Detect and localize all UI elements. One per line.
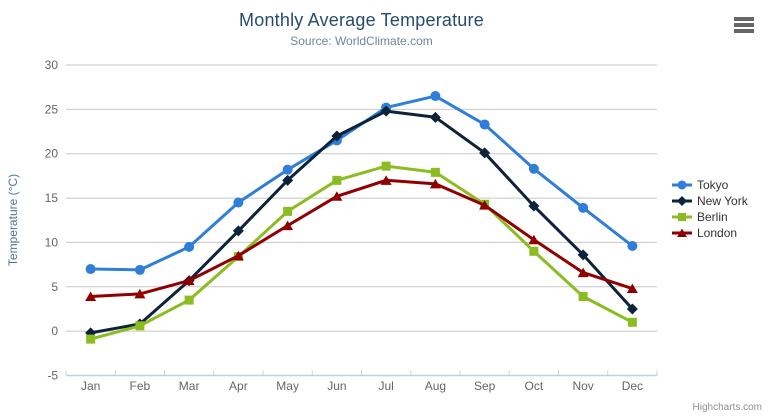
hamburger-menu-icon — [734, 17, 754, 33]
credits-link[interactable]: Highcharts.com — [692, 402, 762, 413]
data-point-london[interactable] — [134, 288, 146, 299]
data-point-new-york[interactable] — [429, 111, 441, 123]
data-point-berlin[interactable] — [627, 317, 637, 327]
data-point-berlin[interactable] — [578, 292, 588, 302]
y-axis-tick-label: -5 — [47, 369, 58, 383]
data-point-berlin[interactable] — [283, 206, 293, 216]
data-point-new-york[interactable] — [282, 174, 294, 186]
legend-item-tokyo[interactable]: Tokyo — [672, 177, 748, 193]
data-point-berlin[interactable] — [529, 246, 539, 256]
data-point-london[interactable] — [626, 283, 638, 294]
x-axis-tick-label: Jan — [81, 379, 100, 393]
x-axis-tick-label: Aug — [425, 379, 446, 393]
series-line-berlin — [89, 164, 634, 341]
x-axis-tick-label: Jul — [378, 379, 393, 393]
y-axis-tick-label: 15 — [45, 191, 59, 205]
data-point-london[interactable] — [429, 178, 441, 189]
x-axis-tick-label: Feb — [130, 379, 151, 393]
data-point-new-york[interactable] — [380, 105, 392, 117]
data-point-tokyo[interactable] — [528, 163, 539, 174]
data-point-tokyo[interactable] — [134, 264, 145, 275]
data-point-london[interactable] — [183, 275, 195, 286]
y-axis-tick-label: 5 — [51, 280, 58, 294]
y-axis-tick-label: 20 — [45, 147, 59, 161]
data-point-london[interactable] — [528, 234, 540, 245]
data-point-new-york[interactable] — [479, 147, 491, 159]
legend-item-label: Tokyo — [697, 178, 729, 192]
y-axis-title: Temperature (°C) — [6, 173, 20, 267]
x-axis-tick-label: Jun — [327, 379, 346, 393]
data-point-berlin[interactable] — [184, 295, 194, 305]
x-axis-tick-label: Sep — [474, 379, 496, 393]
legend: Tokyo New York Berlin London — [672, 177, 748, 241]
legend-item-label: London — [697, 226, 738, 240]
legend-symbol — [677, 228, 687, 237]
y-axis-tick-label: 25 — [45, 102, 59, 116]
legend-item-new-york[interactable]: New York — [672, 193, 748, 209]
x-axis-tick-label: Apr — [229, 379, 248, 393]
y-axis-tick-label: 30 — [45, 58, 59, 72]
legend-item-label: Berlin — [697, 210, 728, 224]
data-point-new-york[interactable] — [232, 225, 244, 237]
data-point-tokyo[interactable] — [184, 241, 195, 252]
x-axis-tick-label: Oct — [525, 379, 544, 393]
y-axis-tick-label: 0 — [51, 324, 58, 338]
legend-item-label: New York — [697, 194, 748, 208]
data-point-london[interactable] — [85, 291, 97, 302]
legend-marker-diamond-icon — [672, 196, 692, 206]
data-point-tokyo[interactable] — [282, 164, 293, 175]
data-point-new-york[interactable] — [331, 130, 343, 142]
data-point-london[interactable] — [380, 175, 392, 185]
data-point-tokyo[interactable] — [430, 91, 441, 102]
legend-symbol — [677, 180, 687, 190]
series-line-new-york — [89, 109, 634, 335]
series-line-london — [89, 178, 634, 298]
legend-item-london[interactable]: London — [672, 225, 748, 241]
x-axis-tick-label: Mar — [179, 379, 200, 393]
data-point-london[interactable] — [479, 200, 491, 210]
data-point-new-york[interactable] — [528, 200, 540, 212]
legend-marker-triangle-icon — [672, 228, 692, 237]
y-axis-tick-label: 10 — [45, 235, 59, 249]
x-axis-tick-label: Dec — [622, 379, 643, 393]
x-axis-tick-label: Nov — [572, 379, 593, 393]
data-point-berlin[interactable] — [381, 161, 391, 171]
data-point-new-york[interactable] — [626, 303, 638, 315]
chart-title: Monthly Average Temperature — [239, 10, 484, 30]
data-point-tokyo[interactable] — [627, 240, 638, 251]
data-point-tokyo[interactable] — [479, 119, 490, 130]
data-point-london[interactable] — [282, 220, 294, 231]
data-point-berlin[interactable] — [332, 175, 342, 185]
legend-item-berlin[interactable]: Berlin — [672, 209, 748, 225]
context-menu-button[interactable] — [733, 16, 755, 34]
legend-marker-circle-icon — [672, 180, 692, 190]
data-point-tokyo[interactable] — [578, 202, 589, 213]
data-point-berlin[interactable] — [430, 167, 440, 177]
data-point-new-york[interactable] — [577, 249, 589, 261]
x-axis-tick-label: May — [276, 379, 299, 393]
chart-subtitle: Source: WorldClimate.com — [290, 34, 433, 48]
data-point-london[interactable] — [577, 267, 589, 278]
data-point-berlin[interactable] — [135, 321, 145, 331]
data-point-london[interactable] — [232, 250, 244, 261]
data-point-berlin[interactable] — [86, 334, 96, 344]
data-point-london[interactable] — [331, 191, 343, 201]
legend-symbol — [677, 196, 687, 206]
data-point-tokyo[interactable] — [233, 197, 244, 208]
data-point-tokyo[interactable] — [85, 264, 96, 275]
legend-marker-square-icon — [672, 212, 692, 222]
legend-symbol — [677, 212, 687, 222]
